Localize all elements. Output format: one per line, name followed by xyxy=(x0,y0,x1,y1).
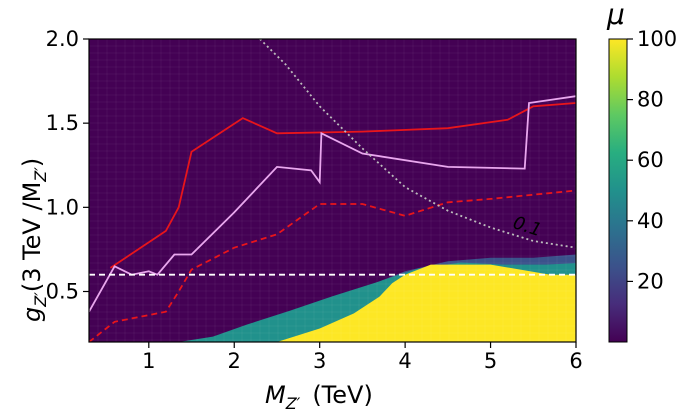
y-tick-label: 1.0 xyxy=(46,195,79,219)
colorbar-tick-label: 60 xyxy=(637,148,664,172)
colorbar-gradient xyxy=(608,38,628,343)
colorbar-ticks: 20 40 60 80 100 xyxy=(627,27,677,293)
y-axis-title: gZ′(3 TeV /MZ′) xyxy=(18,158,50,322)
x-axis-ticks: 1 2 3 4 5 6 xyxy=(142,342,583,373)
colorbar: 20 40 60 80 100 μ xyxy=(606,0,677,343)
colorbar-label: μ xyxy=(606,0,625,31)
x-tick-label: 2 xyxy=(228,349,241,373)
heatmap-band-high xyxy=(277,264,576,342)
x-tick-label: 5 xyxy=(484,349,497,373)
x-axis-title: MZ′ (TeV) xyxy=(265,381,373,413)
colorbar-tick-label: 40 xyxy=(637,209,664,233)
y-tick-label: 0.5 xyxy=(46,280,79,304)
x-tick-label: 1 xyxy=(142,349,155,373)
x-tick-label: 6 xyxy=(569,349,582,373)
series-line-1 xyxy=(89,189,576,342)
y-tick-label: 1.5 xyxy=(46,111,79,135)
colorbar-tick-label: 100 xyxy=(637,27,677,51)
y-tick-label: 2.0 xyxy=(46,27,79,51)
plot-frame xyxy=(88,38,577,343)
heatmap-layer xyxy=(89,39,576,342)
plot-area: 0.1 xyxy=(88,38,577,343)
series-line-2 xyxy=(89,95,576,313)
colorbar-tick-label: 20 xyxy=(637,269,664,293)
colorbar-tick-label: 80 xyxy=(637,88,664,112)
x-tick-label: 4 xyxy=(398,349,411,373)
x-tick-label: 3 xyxy=(313,349,326,373)
series-layer xyxy=(89,39,576,342)
y-axis-ticks: 0.5 1.0 1.5 2.0 xyxy=(46,27,89,304)
series-line-0 xyxy=(109,102,576,269)
